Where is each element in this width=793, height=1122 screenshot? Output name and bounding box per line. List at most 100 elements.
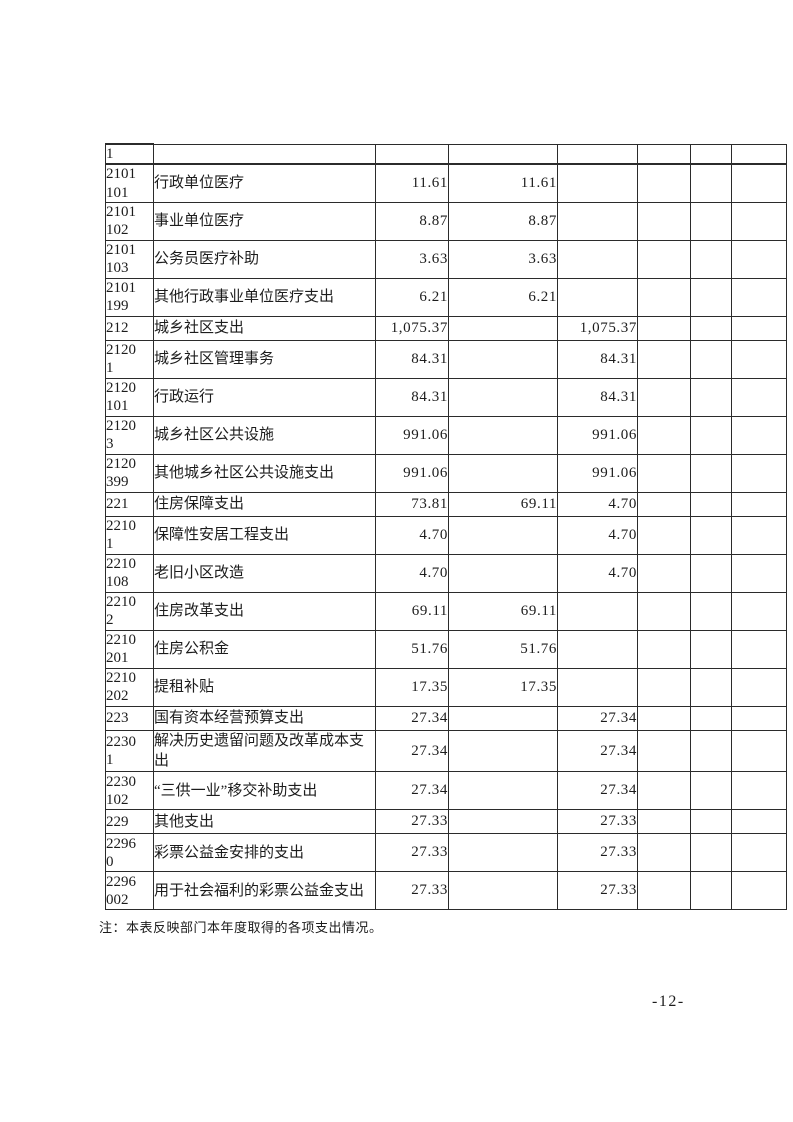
amount-cell bbox=[731, 705, 787, 731]
code-cell: 2210 201 bbox=[105, 629, 154, 669]
amount-cell: 27.34 bbox=[557, 729, 638, 773]
amount-cell: 84.31 bbox=[375, 377, 449, 417]
name-cell: 城乡社区管理事务 bbox=[153, 339, 376, 379]
amount-cell bbox=[448, 415, 558, 455]
table-row: 2120 101 行政运行 84.31 84.31 bbox=[105, 377, 787, 417]
code-cell: 212 bbox=[105, 315, 154, 341]
amount-cell bbox=[690, 415, 732, 455]
table-row: 1 bbox=[105, 142, 787, 166]
table-row: 2120 1 城乡社区管理事务 84.31 84.31 bbox=[105, 339, 787, 379]
amount-cell bbox=[731, 201, 787, 241]
table-row: 2210 108 老旧小区改造 4.70 4.70 bbox=[105, 553, 787, 593]
amount-cell bbox=[731, 277, 787, 317]
amount-cell: 4.70 bbox=[557, 515, 638, 555]
code-cell: 2101 101 bbox=[105, 163, 154, 203]
name-cell: 公务员医疗补助 bbox=[153, 239, 376, 279]
amount-cell bbox=[637, 377, 691, 417]
amount-cell bbox=[557, 629, 638, 669]
table-row: 223 国有资本经营预算支出 27.34 27.34 bbox=[105, 705, 787, 731]
amount-cell: 4.70 bbox=[557, 491, 638, 517]
amount-cell: 11.61 bbox=[375, 163, 449, 203]
amount-cell: 51.76 bbox=[448, 629, 558, 669]
amount-cell bbox=[690, 163, 732, 203]
amount-cell bbox=[731, 163, 787, 203]
table-row: 2120 3 城乡社区公共设施 991.06 991.06 bbox=[105, 415, 787, 455]
amount-cell: 27.34 bbox=[557, 771, 638, 811]
amount-cell bbox=[448, 729, 558, 773]
name-cell: 行政运行 bbox=[153, 377, 376, 417]
amount-cell: 17.35 bbox=[448, 667, 558, 707]
amount-cell: 27.34 bbox=[375, 771, 449, 811]
amount-cell: 3.63 bbox=[375, 239, 449, 279]
amount-cell bbox=[375, 143, 449, 166]
amount-cell: 4.70 bbox=[375, 553, 449, 593]
amount-cell: 69.11 bbox=[375, 591, 449, 631]
table-row: 2120 399 其他城乡社区公共设施支出 991.06 991.06 bbox=[105, 453, 787, 493]
amount-cell bbox=[637, 163, 691, 203]
name-cell: 住房保障支出 bbox=[153, 491, 376, 517]
amount-cell bbox=[557, 277, 638, 317]
name-cell: 其他支出 bbox=[153, 809, 376, 835]
amount-cell bbox=[690, 515, 732, 555]
code-cell: 2101 103 bbox=[105, 239, 154, 279]
amount-cell bbox=[557, 239, 638, 279]
amount-cell bbox=[448, 833, 558, 873]
amount-cell: 17.35 bbox=[375, 667, 449, 707]
amount-cell bbox=[637, 143, 691, 166]
table-row: 2210 2 住房改革支出 69.11 69.11 bbox=[105, 591, 787, 631]
amount-cell: 84.31 bbox=[557, 377, 638, 417]
amount-cell bbox=[637, 871, 691, 911]
code-cell: 2210 2 bbox=[105, 591, 154, 631]
code-cell: 2101 102 bbox=[105, 201, 154, 241]
amount-cell bbox=[690, 377, 732, 417]
amount-cell bbox=[637, 667, 691, 707]
table-row: 2230 102 “三供一业”移交补助支出 27.34 27.34 bbox=[105, 771, 787, 811]
amount-cell bbox=[690, 201, 732, 241]
amount-cell: 8.87 bbox=[375, 201, 449, 241]
amount-cell bbox=[731, 833, 787, 873]
amount-cell bbox=[637, 201, 691, 241]
code-cell: 2210 1 bbox=[105, 515, 154, 555]
table-row: 2296 0 彩票公益金安排的支出 27.33 27.33 bbox=[105, 833, 787, 873]
table-row: 229 其他支出 27.33 27.33 bbox=[105, 809, 787, 835]
name-cell: 彩票公益金安排的支出 bbox=[153, 833, 376, 873]
amount-cell: 27.34 bbox=[375, 729, 449, 773]
amount-cell bbox=[731, 771, 787, 811]
table-note: 注：本表反映部门本年度取得的各项支出情况。 bbox=[99, 920, 383, 935]
amount-cell: 27.34 bbox=[557, 705, 638, 731]
table-row: 2210 1 保障性安居工程支出 4.70 4.70 bbox=[105, 515, 787, 555]
table-row: 2230 1 解决历史遗留问题及改革成本支出 27.34 27.34 bbox=[105, 729, 787, 773]
amount-cell: 27.33 bbox=[375, 833, 449, 873]
amount-cell bbox=[637, 453, 691, 493]
code-cell: 221 bbox=[105, 491, 154, 517]
amount-cell bbox=[690, 705, 732, 731]
code-cell: 2210 202 bbox=[105, 667, 154, 707]
code-cell: 2230 1 bbox=[105, 729, 154, 773]
table-row: 2210 202 提租补贴 17.35 17.35 bbox=[105, 667, 787, 707]
amount-cell bbox=[637, 515, 691, 555]
table-row: 221 住房保障支出 73.81 69.11 4.70 bbox=[105, 491, 787, 517]
amount-cell bbox=[448, 315, 558, 341]
amount-cell: 84.31 bbox=[557, 339, 638, 379]
amount-cell bbox=[637, 771, 691, 811]
amount-cell: 27.33 bbox=[557, 871, 638, 911]
amount-cell bbox=[731, 629, 787, 669]
amount-cell: 69.11 bbox=[448, 591, 558, 631]
amount-cell bbox=[448, 553, 558, 593]
name-cell bbox=[153, 143, 376, 166]
amount-cell bbox=[448, 809, 558, 835]
amount-cell bbox=[448, 453, 558, 493]
amount-cell bbox=[448, 705, 558, 731]
amount-cell: 4.70 bbox=[557, 553, 638, 593]
amount-cell bbox=[690, 453, 732, 493]
table-row: 212 城乡社区支出 1,075.37 1,075.37 bbox=[105, 315, 787, 341]
amount-cell: 3.63 bbox=[448, 239, 558, 279]
amount-cell bbox=[448, 339, 558, 379]
expenditure-table-body: 1 2101 101 行政单位医疗 11.61 11.61 2101 102 事业单位医疗 8… bbox=[105, 142, 787, 911]
amount-cell bbox=[690, 771, 732, 811]
amount-cell bbox=[448, 515, 558, 555]
amount-cell: 991.06 bbox=[375, 453, 449, 493]
amount-cell bbox=[731, 553, 787, 593]
amount-cell bbox=[731, 315, 787, 341]
amount-cell bbox=[731, 453, 787, 493]
